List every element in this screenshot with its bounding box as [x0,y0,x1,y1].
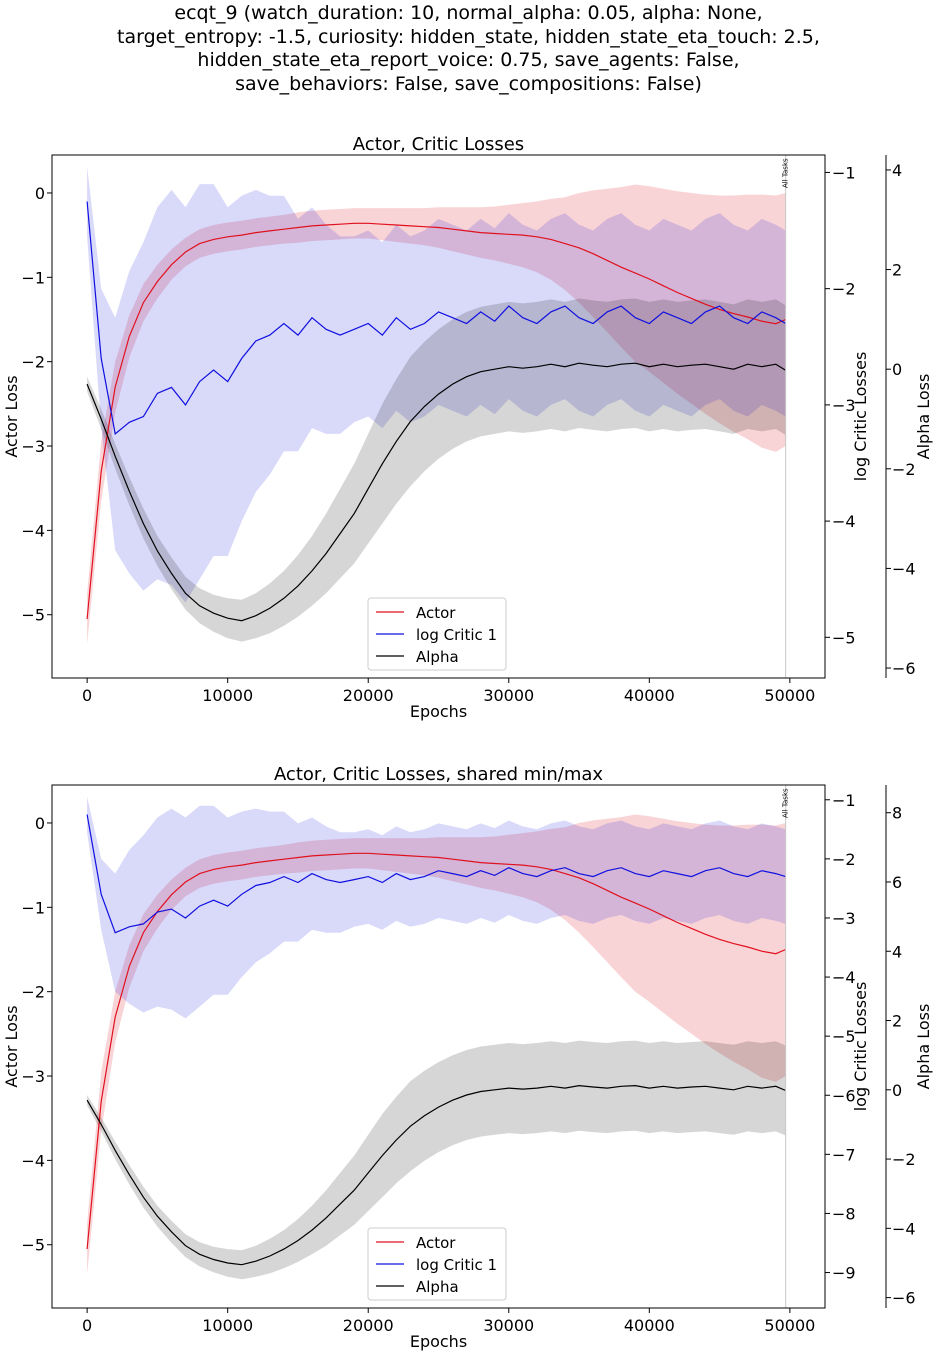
plot-frame [51,784,826,1309]
suptitle-line: target_entropy: -1.5, curiosity: hidden_… [117,25,820,48]
y-right-tick-label: −6 [832,1086,856,1105]
x-tick-label: 40000 [624,1316,675,1335]
far-tick-label: 2 [892,1012,902,1031]
suptitle-line: save_behaviors: False, save_compositions… [235,72,702,95]
series-line [86,814,786,934]
x-tick-label: 30000 [483,1316,534,1335]
far-tick-label: −2 [892,460,916,479]
y-right-tick-label: −9 [832,1264,856,1283]
y-left-tick-label: −1 [21,898,45,917]
series-band [87,796,786,1019]
legend-label: Alpha [416,648,459,666]
series-line [86,362,786,622]
series-line [86,201,786,436]
y-left-axis-label: Actor Loss [2,1005,21,1087]
legend-label: Alpha [416,1278,459,1296]
series-band [87,1040,786,1280]
chart-panel: All Tasks 0 10000 20000 30000 40000 50000 Epoch… [2,764,933,1351]
far-tick-label: 4 [892,161,902,180]
plot-data [86,166,786,645]
y-right-axis-label: log Critic Losses [851,982,870,1112]
far-tick-label: 0 [892,360,902,379]
y-left-tick-label: −3 [21,437,45,456]
y-right-tick-label: −5 [832,628,856,647]
x-tick-label: 50000 [764,686,815,705]
series-line [86,852,786,1250]
x-tick-label: 10000 [202,1316,253,1335]
x-axis-label: Epochs [410,1332,467,1351]
far-tick-label: 2 [892,261,902,280]
x-tick-label: 20000 [343,686,394,705]
legend-box [367,1227,507,1301]
chart-panel: All Tasks 0 10000 20000 30000 40000 50000 Epoch… [2,134,933,721]
y-left-tick-label: −4 [21,1151,45,1170]
legend-box [367,597,507,671]
y-right-tick-label: −2 [832,850,856,869]
far-tick-label: 8 [892,804,902,823]
series-band [87,184,786,645]
far-axis-label: Alpha Loss [914,374,933,460]
y-left-tick-label: −5 [21,606,45,625]
chart-title: Actor, Critic Losses, shared min/max [274,764,603,785]
x-tick-label: 40000 [624,686,675,705]
chart-title: Actor, Critic Losses [353,134,524,155]
x-tick-label: 30000 [483,686,534,705]
y-right-tick-label: −5 [832,1027,856,1046]
series-line [86,1084,786,1266]
y-right-tick-label: −1 [832,163,856,182]
series-line [86,222,786,620]
x-axis-label: Epochs [410,702,467,721]
plot-data [86,796,786,1280]
legend-label: Actor [416,604,456,622]
y-left-tick-label: −2 [21,983,45,1002]
suptitle-line: hidden_state_eta_report_voice: 0.75, sav… [197,49,740,71]
y-right-tick-label: −7 [832,1145,856,1164]
far-tick-label: −4 [892,559,916,578]
y-left-tick-label: 0 [35,184,45,203]
vline-label: All Tasks [782,158,790,188]
x-tick-label: 0 [82,686,92,705]
y-left-tick-label: 0 [35,814,45,833]
series-band [87,298,786,642]
y-right-axis-label: log Critic Losses [851,352,870,482]
x-tick-label: 20000 [343,1316,394,1335]
far-axis-label: Alpha Loss [914,1004,933,1090]
far-tick-label: −4 [892,1219,916,1238]
plot-frame [51,154,826,679]
y-left-tick-label: −4 [21,521,45,540]
far-tick-label: −6 [892,659,916,678]
legend-label: log Critic 1 [416,626,497,644]
y-right-tick-label: −4 [832,512,856,531]
y-right-tick-label: −2 [832,280,856,299]
far-tick-label: −6 [892,1289,916,1308]
x-tick-label: 50000 [764,1316,815,1335]
y-left-tick-label: −1 [21,268,45,287]
y-left-tick-label: −2 [21,353,45,372]
far-tick-label: −2 [892,1150,916,1169]
y-right-tick-label: −1 [832,791,856,810]
y-right-tick-label: −4 [832,968,856,987]
y-left-tick-label: −5 [21,1236,45,1255]
y-right-tick-label: −3 [832,396,856,415]
far-tick-label: 6 [892,873,902,892]
suptitle-line: ecqt_9 (watch_duration: 10, normal_alpha… [174,2,763,24]
legend-label: Actor [416,1234,456,1252]
x-tick-label: 10000 [202,686,253,705]
far-tick-label: 4 [892,942,902,961]
y-right-tick-label: −8 [832,1204,856,1223]
figure-suptitle: ecqt_9 (watch_duration: 10, normal_alpha… [0,2,937,96]
y-right-tick-label: −3 [832,909,856,928]
vline-label: All Tasks [782,788,790,818]
legend-label: log Critic 1 [416,1256,497,1274]
series-band [87,166,786,603]
series-band [87,814,786,1275]
y-left-tick-label: −3 [21,1067,45,1086]
y-left-axis-label: Actor Loss [2,375,21,457]
far-tick-label: 0 [892,1081,902,1100]
x-tick-label: 0 [82,1316,92,1335]
